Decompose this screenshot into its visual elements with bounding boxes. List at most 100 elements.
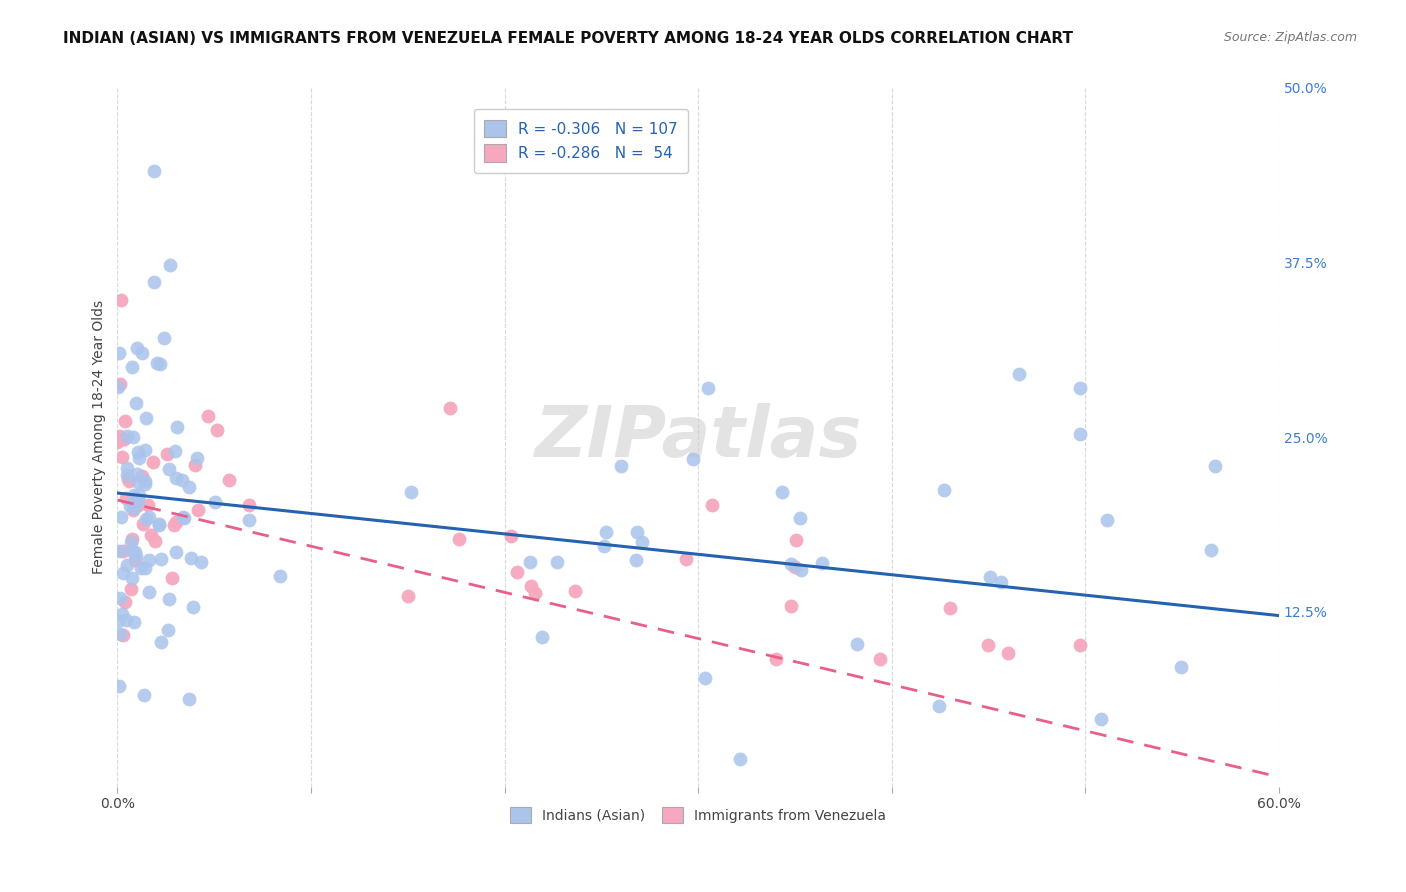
Point [439,401,461,415]
Point [108,626,131,640]
Point [810,556,832,570]
Point [107,679,129,693]
Y-axis label: Female Poverty Among 18-24 Year Olds: Female Poverty Among 18-24 Year Olds [93,300,107,574]
Point [163,444,186,458]
Point [142,455,165,469]
Point [131,561,153,575]
Point [111,607,134,621]
Point [122,503,145,517]
Point [134,442,156,457]
Point [118,474,141,488]
Point [675,552,697,566]
Point [115,613,138,627]
Point [593,540,616,554]
Point [780,558,803,572]
Point [700,498,723,512]
Point [121,360,143,375]
Point [181,599,204,614]
Point [120,535,142,549]
Point [238,498,260,512]
Point [163,517,186,532]
Point [682,452,704,467]
Point [110,293,132,308]
Point [110,510,132,524]
Point [170,473,193,487]
Point [1199,542,1222,557]
Point [190,555,212,569]
Point [134,561,156,575]
Point [519,555,541,569]
Point [520,579,543,593]
Point [121,429,143,443]
Point [111,432,134,446]
Point [238,513,260,527]
Point [770,484,793,499]
Point [132,516,155,531]
Point [165,471,187,485]
Legend: Indians (Asian), Immigrants from Venezuela: Indians (Asian), Immigrants from Venezue… [505,802,891,829]
Point [153,331,176,345]
Text: Source: ZipAtlas.com: Source: ZipAtlas.com [1223,31,1357,45]
Point [1204,458,1226,473]
Point [845,637,868,651]
Point [626,553,648,567]
Point [131,469,153,483]
Point [173,511,195,525]
Point [111,544,134,558]
Point [1090,712,1112,726]
Point [157,591,180,606]
Point [127,498,149,512]
Point [138,510,160,524]
Point [157,623,180,637]
Point [564,584,586,599]
Point [1069,427,1091,442]
Point [149,358,172,372]
Point [112,627,135,641]
Point [148,516,170,531]
Point [449,532,471,546]
Point [697,381,720,395]
Point [107,380,129,394]
Point [115,429,138,443]
Point [118,499,141,513]
Point [218,473,240,487]
Point [631,535,654,549]
Point [165,545,187,559]
Point [121,532,143,546]
Point [138,585,160,599]
Point [111,566,134,580]
Point [138,553,160,567]
Point [626,524,648,539]
Point [990,574,1012,589]
Point [108,429,131,443]
Point [156,447,179,461]
Point [693,672,716,686]
Point [107,435,129,450]
Point [143,275,166,289]
Point [789,563,811,577]
Point [179,480,201,494]
Point [780,599,803,614]
Point [1097,513,1119,527]
Point [136,498,159,512]
Point [939,601,962,615]
Point [1069,638,1091,652]
Point [107,346,129,360]
Point [132,689,155,703]
Point [117,472,139,486]
Point [128,488,150,502]
Point [114,414,136,428]
Point [122,501,145,516]
Point [112,432,135,446]
Text: ZIPatlas: ZIPatlas [534,402,862,472]
Point [976,638,998,652]
Point [157,462,180,476]
Point [160,571,183,585]
Point [180,551,202,566]
Point [127,475,149,490]
Point [127,494,149,508]
Point [934,483,956,497]
Point [115,467,138,482]
Point [610,458,633,473]
Point [177,691,200,706]
